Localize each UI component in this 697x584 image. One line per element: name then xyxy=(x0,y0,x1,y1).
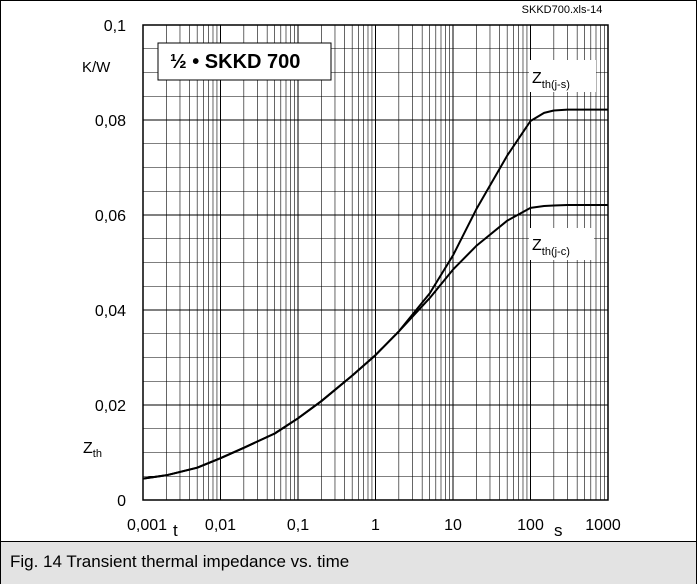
y-axis-label: Zth xyxy=(83,440,102,460)
x-axis-label: t xyxy=(173,521,178,540)
y-tick-label: 0,06 xyxy=(95,208,126,225)
y-tick-label: 0 xyxy=(117,493,126,510)
x-tick-label: 0,001 xyxy=(127,517,167,534)
x-tick-label: 1 xyxy=(371,517,380,534)
axes xyxy=(142,24,609,501)
x-unit-label: s xyxy=(554,521,563,540)
caption-bar: Fig. 14 Transient thermal impedance vs. … xyxy=(1,541,696,584)
y-unit-label: K/W xyxy=(82,59,111,76)
x-tick-label: 0,01 xyxy=(205,517,236,534)
series-label-box-jc xyxy=(529,228,594,260)
series-label-jc: Zth(j-c) xyxy=(532,237,570,258)
chart-title: ½ • SKKD 700 xyxy=(170,51,300,73)
plot-border xyxy=(142,24,609,501)
x-tick-label: 1000 xyxy=(585,517,621,534)
grid xyxy=(142,24,608,501)
x-tick-label: 0,1 xyxy=(287,517,309,534)
figure-caption: Fig. 14 Transient thermal impedance vs. … xyxy=(10,552,350,571)
y-tick-label: 0,04 xyxy=(95,303,126,320)
y-tick-label: 0,1 xyxy=(104,18,126,35)
y-tick-label: 0,02 xyxy=(95,398,126,415)
x-tick-label: 10 xyxy=(444,517,462,534)
tick-labels: 0 0,02 0,04 0,06 0,08 0,1 0,001 0,01 0,1 1 10 100 10… xyxy=(95,18,621,534)
series-line-zth-jc xyxy=(142,204,608,480)
title-box xyxy=(157,42,332,81)
series-label-js: Zth(j-s) xyxy=(532,70,570,91)
x-tick-label: 100 xyxy=(517,517,544,534)
series-label-box-js xyxy=(529,60,596,92)
series xyxy=(142,108,608,480)
source-tag: SKKD700.xls-14 xyxy=(522,4,603,16)
y-tick-label: 0,08 xyxy=(95,113,126,130)
